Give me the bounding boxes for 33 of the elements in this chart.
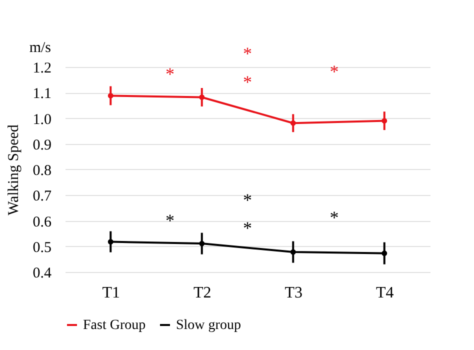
- annotation: *: [165, 64, 174, 84]
- y-axis-title: Walking Speed: [6, 124, 22, 216]
- x-tick-label: T3: [284, 284, 303, 302]
- y-tick-label: 0.8: [32, 163, 52, 179]
- y-tick-label: 1.1: [32, 86, 52, 102]
- point: [290, 120, 296, 126]
- y-tick-label: 0.4: [32, 266, 52, 282]
- annotation: *: [330, 208, 339, 228]
- annotation: *: [243, 190, 252, 210]
- annotation: *: [243, 218, 252, 238]
- x-tick-label: T1: [102, 284, 120, 302]
- annotation: *: [330, 62, 339, 82]
- x-tick-label: T2: [193, 284, 212, 302]
- x-tick-label: T4: [376, 284, 394, 302]
- annotation: *: [243, 72, 252, 92]
- point: [290, 249, 296, 255]
- point: [199, 94, 205, 100]
- y-tick-label: 0.6: [32, 214, 52, 230]
- point: [108, 92, 114, 98]
- y-tick-label: 0.7: [32, 188, 52, 205]
- point: [108, 239, 114, 244]
- y-tick-label: 1.2: [32, 60, 52, 76]
- y-tick-label: 1.0: [32, 112, 52, 128]
- text: m/s: [29, 40, 52, 56]
- point: [382, 118, 388, 124]
- y-tick-label: 0.5: [32, 240, 52, 256]
- point: [382, 250, 388, 256]
- point: [199, 240, 205, 246]
- legend-label: Fast Group: [83, 318, 146, 333]
- text: *: [243, 44, 252, 64]
- annotation: *: [165, 210, 174, 230]
- legend-label: Slow group: [176, 318, 241, 333]
- y-tick-label: 0.9: [32, 137, 52, 154]
